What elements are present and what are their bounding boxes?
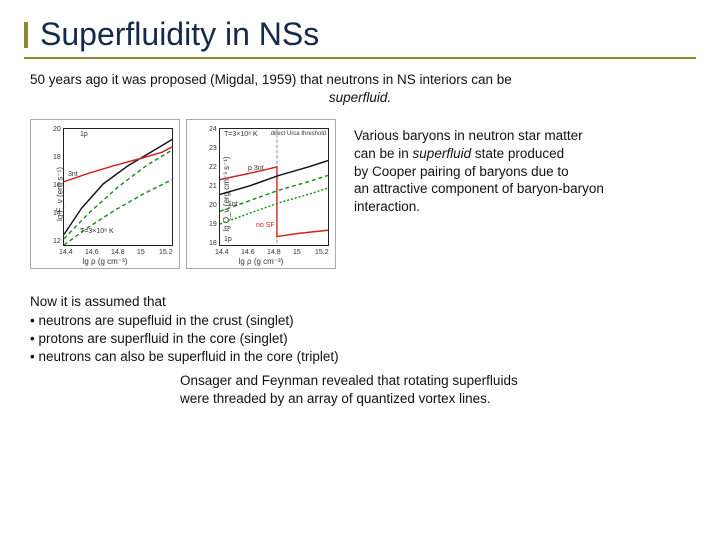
side-l3: by Cooper pairing of baryons due to: [354, 163, 604, 181]
chart-right-ann-1p: 1p: [224, 236, 232, 243]
chart-left-ann-T: T=3×10⁸ K: [80, 228, 114, 235]
title-accent-bar: [24, 22, 28, 48]
charts-pair: lg F_ν (erg s⁻¹) lg ρ (g cm⁻³) 1p 3nt T=…: [30, 119, 336, 269]
chart-left: lg F_ν (erg s⁻¹) lg ρ (g cm⁻³) 1p 3nt T=…: [30, 119, 180, 269]
ytickR-20: 20: [209, 202, 217, 209]
intro-text: 50 years ago it was proposed (Migdal, 19…: [0, 59, 720, 107]
ytickR-24: 24: [209, 126, 217, 133]
side-paragraph: Various baryons in neutron star matter c…: [354, 119, 604, 269]
ytickR-21: 21: [209, 183, 217, 190]
side-l2a: can be in: [354, 146, 413, 161]
xtickL-1: 14.6: [85, 249, 99, 256]
xtickR-0: 14.4: [215, 249, 229, 256]
assume-b2: • protons are superfluid in the core (si…: [30, 330, 690, 348]
title-underline: [24, 57, 696, 59]
side-l5: interaction.: [354, 198, 604, 216]
assume-b3: • neutrons can also be superfluid in the…: [30, 348, 690, 366]
side-l2b: superfluid: [413, 146, 472, 161]
ytickR-19: 19: [209, 221, 217, 228]
xtickR-2: 14.8: [267, 249, 281, 256]
chart-right-ann-1nt: 1nt: [228, 201, 238, 208]
onsager-l2: were threaded by an array of quantized v…: [180, 390, 690, 408]
chart-right-ann-nosf: no SF: [256, 222, 275, 229]
side-l4: an attractive component of baryon-baryon: [354, 180, 604, 198]
xtickR-1: 14.6: [241, 249, 255, 256]
assume-b1: • neutrons are supefluid in the crust (s…: [30, 312, 690, 330]
chart-right-ann-p1nt: p 3nt: [248, 165, 264, 172]
chart-left-ann-1p: 1p: [80, 131, 88, 138]
side-l2: can be in superfluid state produced: [354, 145, 604, 163]
ytickL-14: 14: [53, 210, 61, 217]
chart-left-ann-3nt: 3nt: [68, 171, 78, 178]
ytickL-18: 18: [53, 154, 61, 161]
chart-right-ann-T: T=3×10⁸ K: [224, 131, 258, 138]
chart-right-ann-du: direct Urca threshold: [271, 131, 326, 137]
ytickL-20: 20: [53, 126, 61, 133]
content-row: lg F_ν (erg s⁻¹) lg ρ (g cm⁻³) 1p 3nt T=…: [0, 107, 720, 269]
xtickL-0: 14.4: [59, 249, 73, 256]
intro-emph: superfluid.: [30, 89, 690, 107]
chart-left-plot: 1p 3nt T=3×10⁸ K: [63, 128, 173, 246]
title-block: Superfluidity in NSs: [0, 0, 720, 59]
intro-line: 50 years ago it was proposed (Migdal, 19…: [30, 72, 512, 87]
chart-right-plot: T=3×10⁸ K p 3nt 1nt 1p no SF direct Urca…: [219, 128, 329, 246]
side-l2c: state produced: [471, 146, 564, 161]
xtickR-4: 15.2: [315, 249, 329, 256]
xtickL-4: 15.2: [159, 249, 173, 256]
xtickR-3: 15: [293, 249, 301, 256]
onsager-block: Onsager and Feynman revealed that rotati…: [0, 366, 720, 407]
chart-right: lg Q_ν (erg cm⁻³ s⁻¹) lg ρ (g cm⁻³) T=3×…: [186, 119, 336, 269]
chart-left-xlabel: lg ρ (g cm⁻³): [83, 257, 128, 266]
xtickL-2: 14.8: [111, 249, 125, 256]
assumptions-block: Now it is assumed that • neutrons are su…: [0, 269, 720, 366]
onsager-l1: Onsager and Feynman revealed that rotati…: [180, 372, 690, 390]
xtickL-3: 15: [137, 249, 145, 256]
slide-title: Superfluidity in NSs: [40, 16, 720, 53]
assume-head: Now it is assumed that: [30, 293, 690, 311]
chart-right-xlabel: lg ρ (g cm⁻³): [239, 257, 284, 266]
ytickL-12: 12: [53, 238, 61, 245]
side-l1: Various baryons in neutron star matter: [354, 127, 604, 145]
ytickR-23: 23: [209, 145, 217, 152]
ytickR-18: 18: [209, 240, 217, 247]
ytickL-16: 16: [53, 182, 61, 189]
ytickR-22: 22: [209, 164, 217, 171]
